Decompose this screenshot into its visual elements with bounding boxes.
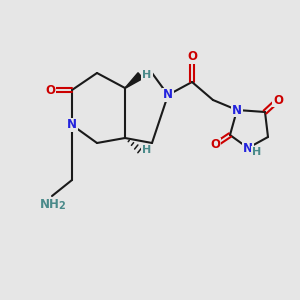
Text: 2: 2	[58, 201, 65, 211]
Text: O: O	[210, 139, 220, 152]
Text: H: H	[252, 147, 262, 157]
Text: O: O	[273, 94, 283, 106]
Polygon shape	[125, 73, 142, 88]
Text: NH: NH	[40, 197, 60, 211]
Text: N: N	[163, 88, 173, 101]
Text: H: H	[142, 145, 152, 155]
Text: O: O	[45, 83, 55, 97]
Text: N: N	[232, 103, 242, 116]
Text: O: O	[187, 50, 197, 64]
Text: H: H	[142, 70, 152, 80]
Text: N: N	[243, 142, 253, 154]
Text: N: N	[67, 118, 77, 131]
